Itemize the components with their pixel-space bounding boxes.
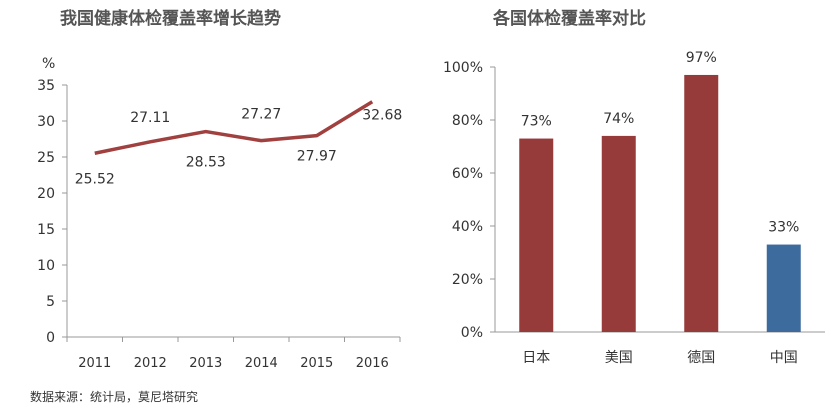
line-y-tick-label: 35 xyxy=(37,78,55,94)
bar-y-tick-label: 40% xyxy=(452,219,483,235)
line-y-tick-label: 20 xyxy=(37,186,55,202)
line-x-tick-label: 2011 xyxy=(78,356,111,371)
line-y-axis-unit: % xyxy=(42,56,55,72)
bar-category-label: 日本 xyxy=(522,350,550,366)
line-y-tick-label: 25 xyxy=(37,150,55,166)
line-data-label: 28.53 xyxy=(186,155,226,171)
bar-chart-panel: 各国体检覆盖率对比 0% 20% 40% 60% 80% 100% 73% 日本 74% 美国 97… xyxy=(425,0,835,390)
bar-data-label: 97% xyxy=(686,50,717,66)
line-data-label: 27.27 xyxy=(241,107,281,123)
bar-data-label: 33% xyxy=(768,220,799,236)
line-chart-title: 我国健康体检覆盖率增长趋势 xyxy=(60,9,281,29)
line-y-tick-label: 5 xyxy=(46,294,55,310)
bar-3 xyxy=(684,74,719,332)
line-x-tick-label: 2015 xyxy=(300,356,333,371)
line-y-tick-label: 30 xyxy=(37,114,55,130)
line-data-label: 32.68 xyxy=(362,108,402,124)
line-x-tick-label: 2013 xyxy=(189,356,222,371)
bar-chart-svg: 0% 20% 40% 60% 80% 100% 73% 日本 74% 美国 97% 德国 33% 中国 xyxy=(443,50,825,366)
bar-chart-title: 各国体检覆盖率对比 xyxy=(493,9,646,29)
data-source-note: 数据来源：统计局，莫尼塔研究 xyxy=(30,390,199,404)
bar-y-tick-label: 60% xyxy=(452,166,483,182)
bar-category-label: 中国 xyxy=(770,350,798,366)
bar-category-label: 德国 xyxy=(687,350,715,366)
bar-y-tick-label: 100% xyxy=(443,60,483,76)
bar-y-tick-label: 80% xyxy=(452,113,483,129)
bar-category-label: 美国 xyxy=(605,350,633,366)
line-series-path xyxy=(94,100,374,155)
line-x-tick-label: 2012 xyxy=(134,356,167,371)
line-y-tick-label: 15 xyxy=(37,222,55,238)
bar-data-label: 73% xyxy=(521,114,552,130)
line-y-tick-label: 10 xyxy=(37,258,55,274)
line-data-label: 25.52 xyxy=(75,171,115,187)
bar-y-tick-label: 20% xyxy=(452,272,483,288)
line-data-label: 27.97 xyxy=(297,149,337,165)
line-chart-svg: 0 5 10 15 20 25 30 35% 2011 2012 2013 2014 2015 2016 2… xyxy=(37,56,402,371)
bar-y-tick-label: 0% xyxy=(461,325,483,341)
line-y-tick-label: 0 xyxy=(46,330,55,346)
bar-4 xyxy=(766,244,801,332)
line-data-label: 27.11 xyxy=(130,110,170,126)
bar-1 xyxy=(519,138,554,332)
line-x-tick-label: 2014 xyxy=(245,356,278,371)
line-x-tick-label: 2016 xyxy=(356,356,389,371)
line-chart-panel: 我国健康体检覆盖率增长趋势 0 5 10 15 20 25 30 35% 2011 2012 201… xyxy=(0,0,420,390)
bar-data-label: 74% xyxy=(603,111,634,127)
bar-2 xyxy=(601,135,636,332)
